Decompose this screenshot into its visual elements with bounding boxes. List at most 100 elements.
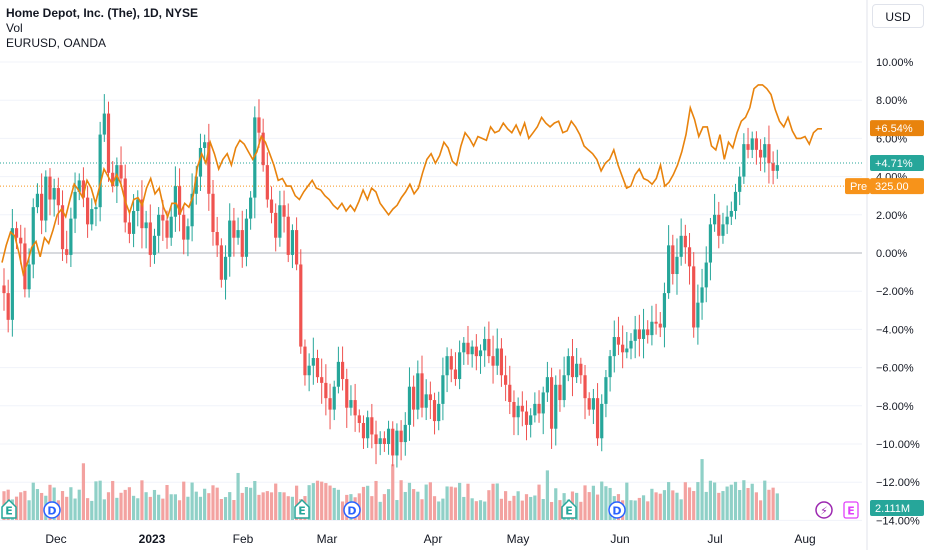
grid-lines — [0, 61, 862, 521]
price-tick-label: 2.00% — [876, 210, 907, 222]
volume-bar — [207, 493, 211, 520]
volume-bar — [487, 490, 491, 520]
event-markers[interactable]: E D E D E D ⚡ E — [1, 498, 859, 519]
volume-bar — [152, 489, 157, 520]
candle-body — [545, 377, 549, 393]
candle-body — [704, 262, 708, 288]
candle-body — [432, 400, 437, 422]
candle-body — [708, 224, 713, 263]
volume-bar — [165, 484, 169, 520]
event-marker-earnings[interactable]: E — [1, 498, 17, 519]
candle-body — [328, 398, 332, 410]
candle-body — [77, 180, 81, 192]
candle-body — [165, 220, 169, 238]
volume-legend[interactable]: Vol — [6, 21, 23, 35]
event-glyph: D — [347, 505, 356, 518]
candle-body — [483, 338, 487, 351]
candle-body — [311, 358, 315, 366]
volume-bar — [708, 480, 713, 520]
candle-body — [641, 329, 646, 339]
time-tick-label: 2023 — [139, 532, 166, 546]
volume-bar — [704, 491, 708, 520]
candle-body — [587, 398, 591, 410]
event-marker-dividend[interactable]: D — [43, 501, 61, 519]
event-marker-dividend[interactable]: D — [608, 501, 626, 519]
event-glyph: ⚡ — [820, 505, 828, 518]
candle-body — [654, 321, 658, 324]
candle-body — [14, 228, 19, 238]
candle-body — [374, 434, 378, 444]
volume-bar — [115, 497, 119, 520]
candle-body — [378, 438, 382, 444]
candle-body — [541, 392, 545, 414]
event-glyph: D — [612, 505, 621, 518]
dividend-circle — [608, 501, 626, 519]
event-marker-earnings-upcoming[interactable]: E — [843, 501, 859, 519]
candle-body — [625, 348, 629, 353]
volume-bar — [650, 488, 654, 520]
candle-body — [750, 138, 754, 150]
volume-bar — [687, 487, 692, 520]
volume-bar — [453, 487, 458, 520]
volume-bar — [700, 459, 704, 520]
candle-body — [667, 245, 671, 294]
candle-body — [349, 400, 353, 408]
candle-body — [140, 199, 144, 229]
volume-bar — [428, 482, 432, 520]
time-tick-label: Jul — [707, 532, 722, 546]
volume-bar — [307, 485, 311, 520]
volume-bar — [370, 496, 374, 520]
event-marker-earnings[interactable]: E — [294, 498, 310, 519]
candle-body — [386, 428, 391, 444]
candle-body — [211, 193, 215, 232]
volume-bar — [667, 482, 671, 520]
candle-body — [261, 132, 265, 166]
candle-body — [370, 417, 374, 435]
volume-bar — [738, 490, 742, 520]
volume-bar — [315, 480, 320, 520]
candle-body — [249, 197, 253, 219]
candle-body — [203, 142, 207, 148]
time-tick-label: Aug — [794, 532, 815, 546]
volume-bar — [675, 492, 679, 520]
candle-body — [382, 438, 386, 444]
time-tick-label: Apr — [424, 532, 443, 546]
volume-bar — [449, 486, 453, 520]
candle-body — [144, 222, 148, 229]
symbol-title[interactable]: Home Depot, Inc. (The), 1D, NYSE — [6, 6, 199, 20]
currency-button[interactable]: USD — [872, 4, 924, 28]
event-marker-dividend[interactable]: D — [343, 501, 361, 519]
candle-body — [524, 411, 529, 425]
candle-body — [675, 256, 679, 275]
candle-body — [73, 191, 77, 219]
main-last-box — [870, 155, 924, 172]
candle-body — [169, 216, 173, 238]
volume-bar — [504, 491, 508, 520]
volume-bar — [633, 500, 637, 520]
volume-bar — [754, 492, 758, 520]
dividend-circle — [343, 501, 361, 519]
compare-last-box — [870, 120, 924, 137]
volume-bar — [483, 501, 487, 520]
volume-bar — [763, 480, 767, 520]
earnings-pin — [294, 498, 310, 519]
candle-body — [696, 302, 700, 328]
candle-body — [136, 199, 140, 211]
volume-bar — [466, 483, 470, 520]
candle-body — [31, 207, 35, 265]
volume-bar — [733, 481, 738, 520]
event-marker-earnings[interactable]: E — [561, 498, 577, 519]
compare-legend[interactable]: EURUSD, OANDA — [6, 36, 107, 50]
volume-last-value: 2.111M — [875, 503, 910, 515]
volume-bar — [416, 491, 420, 520]
candle-body — [533, 403, 537, 416]
event-marker-split[interactable]: ⚡ — [815, 501, 833, 519]
candle-body — [240, 230, 244, 257]
candle-body — [299, 264, 303, 347]
candle-body — [733, 191, 738, 211]
volume-bar — [696, 482, 700, 520]
candle-body — [282, 205, 286, 217]
volume-bar — [136, 498, 140, 520]
